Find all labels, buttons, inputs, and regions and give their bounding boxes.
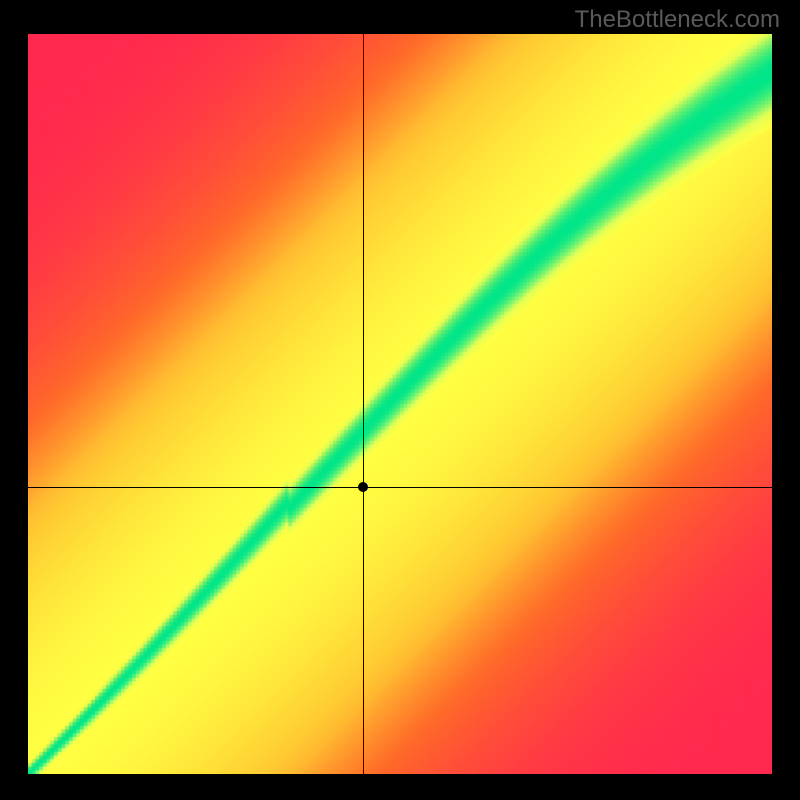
- crosshair-horizontal: [28, 487, 772, 488]
- heatmap-plot: [28, 34, 772, 774]
- crosshair-vertical: [363, 34, 364, 774]
- watermark-text: TheBottleneck.com: [575, 6, 780, 34]
- chart-container: TheBottleneck.com: [0, 0, 800, 800]
- heatmap-canvas: [28, 34, 772, 774]
- crosshair-marker: [358, 482, 368, 492]
